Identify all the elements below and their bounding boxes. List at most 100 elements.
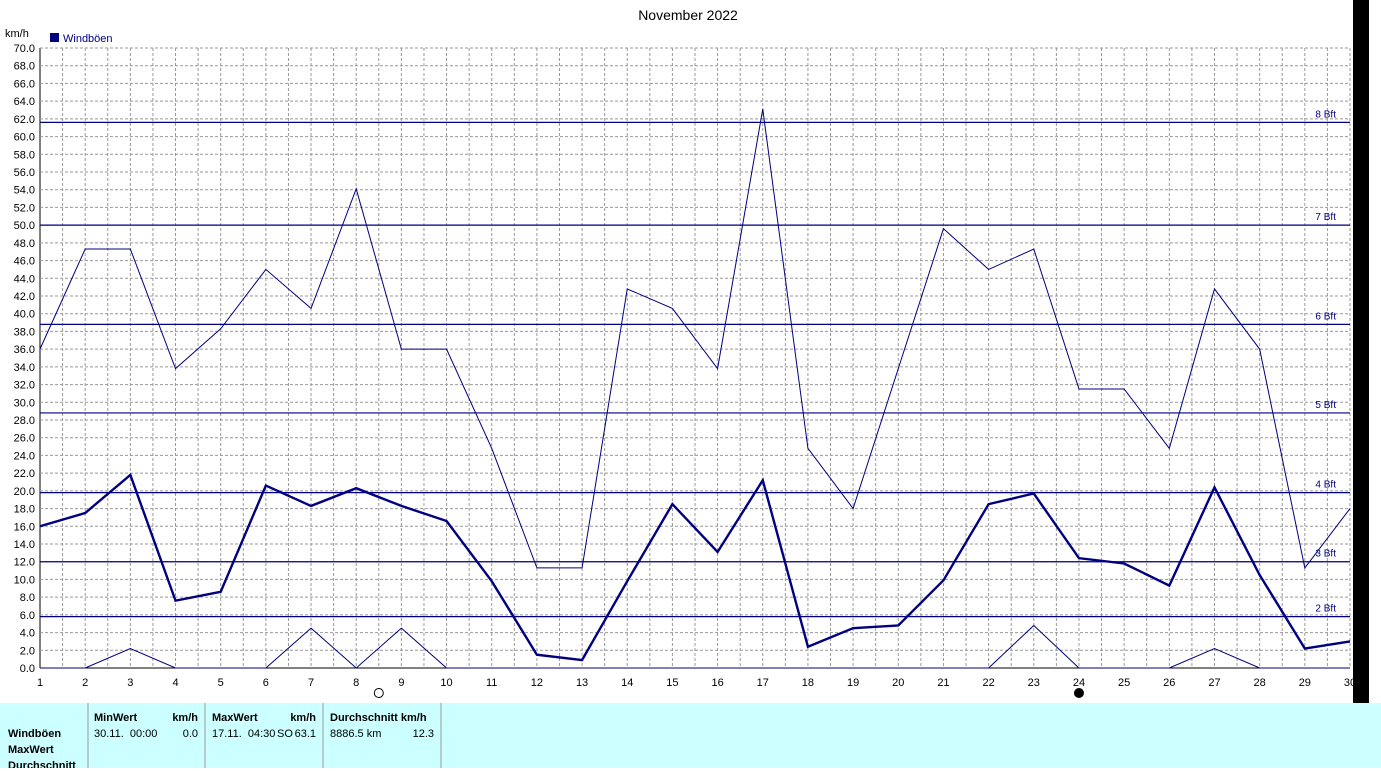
y-tick-label: 14.0 [14,539,35,551]
y-tick-label: 60.0 [14,132,35,144]
y-tick-label: 40.0 [14,309,35,321]
y-tick-label: 44.0 [14,273,35,285]
x-tick-label: 14 [621,677,633,689]
x-tick-label: 16 [711,677,723,689]
x-tick-label: 28 [1254,677,1266,689]
y-tick-label: 46.0 [14,256,35,268]
reference-label: 5 Bft [1315,400,1336,411]
y-tick-label: 64.0 [14,96,35,108]
y-tick-label: 66.0 [14,78,35,90]
reference-label: 6 Bft [1315,311,1336,322]
y-tick-label: 52.0 [14,202,35,214]
y-tick-label: 20.0 [14,486,35,498]
x-tick-label: 13 [576,677,588,689]
y-tick-label: 50.0 [14,220,35,232]
table-header: MinWert [94,712,138,724]
legend-swatch [50,33,59,42]
x-tick-label: 12 [531,677,543,689]
side-bar [1353,0,1369,703]
table-header: Durchschnitt km/h [330,712,427,724]
y-tick-label: 62.0 [14,114,35,126]
table-cell: 63.1 [295,728,316,740]
y-tick-label: 36.0 [14,344,35,356]
y-tick-label: 26.0 [14,433,35,445]
y-tick-label: 68.0 [14,61,35,73]
x-tick-label: 8 [353,677,359,689]
legend-label: Windböen [63,33,113,45]
y-tick-label: 18.0 [14,504,35,516]
reference-label: 7 Bft [1315,212,1336,223]
table-bg [0,703,1381,768]
x-tick-label: 5 [218,677,224,689]
x-tick-label: 2 [82,677,88,689]
x-tick-label: 26 [1163,677,1175,689]
y-axis-label: km/h [5,28,29,40]
y-tick-label: 0.0 [20,663,35,675]
y-tick-label: 42.0 [14,291,35,303]
table-cell: 0.0 [183,728,198,740]
y-tick-label: 70.0 [14,43,35,55]
moon-marker [1073,688,1084,698]
y-tick-label: 58.0 [14,149,35,161]
y-tick-label: 48.0 [14,238,35,250]
y-tick-label: 2.0 [20,645,35,657]
y-tick-label: 56.0 [14,167,35,179]
y-tick-label: 30.0 [14,397,35,409]
moon-marker [373,688,384,698]
reference-label: 8 Bft [1315,109,1336,120]
table: Windböen MaxWert Durchschnitt MinWert km… [8,703,442,772]
reference-label: 4 Bft [1315,480,1336,491]
x-tick-label: 29 [1299,677,1311,689]
y-tick-label: 34.0 [14,362,35,374]
y-tick-label: 8.0 [20,592,35,604]
x-tick-label: 1 [37,677,43,689]
table-header: MaxWert [212,712,258,724]
x-tick-label: 15 [666,677,678,689]
x-tick-label: 19 [847,677,859,689]
table-cell: 17.11. 04:30 [212,728,275,740]
table-cell: SO [277,728,293,740]
table-header: km/h [290,712,316,724]
x-tick-label: 30 [1344,677,1356,689]
x-tick-label: 6 [263,677,269,689]
x-tick-label: 24 [1073,677,1085,689]
x-tick-label: 4 [172,677,178,689]
table-cell: 30.11. 00:00 [94,728,157,740]
y-tick-label: 10.0 [14,574,35,586]
table-cell: 12.3 [413,728,434,740]
data-line [39,472,1351,662]
x-tick-label: 18 [802,677,814,689]
x-tick-label: 9 [398,677,404,689]
table-header: km/h [172,712,198,724]
chart-title: November 2022 [638,7,738,23]
x-tick-label: 3 [127,677,133,689]
y-tick-label: 6.0 [20,610,35,622]
x-tick-label: 25 [1118,677,1130,689]
y-tick-label: 28.0 [14,415,35,427]
x-tick-label: 17 [757,677,769,689]
row-label: Durchschnitt [8,760,76,768]
reference-label: 2 Bft [1315,604,1336,615]
y-tick-label: 4.0 [20,628,35,640]
table-cell: 8886.5 km [330,728,381,740]
y-tick-label: 54.0 [14,185,35,197]
x-tick-label: 7 [308,677,314,689]
y-tick-label: 12.0 [14,557,35,569]
y-tick-label: 22.0 [14,468,35,480]
y-tick-label: 38.0 [14,326,35,338]
x-tick-label: 21 [937,677,949,689]
y-tick-label: 32.0 [14,380,35,392]
reference-label: 3 Bft [1315,549,1336,560]
x-tick-label: 22 [982,677,994,689]
data-line [40,624,1350,669]
row-label: MaxWert [8,744,54,756]
y-tick-label: 24.0 [14,450,35,462]
x-tick-label: 11 [486,677,497,689]
row-label: Windböen [8,728,61,740]
data-line [39,109,1351,570]
x-tick-label: 10 [440,677,452,689]
y-tick-label: 16.0 [14,521,35,533]
